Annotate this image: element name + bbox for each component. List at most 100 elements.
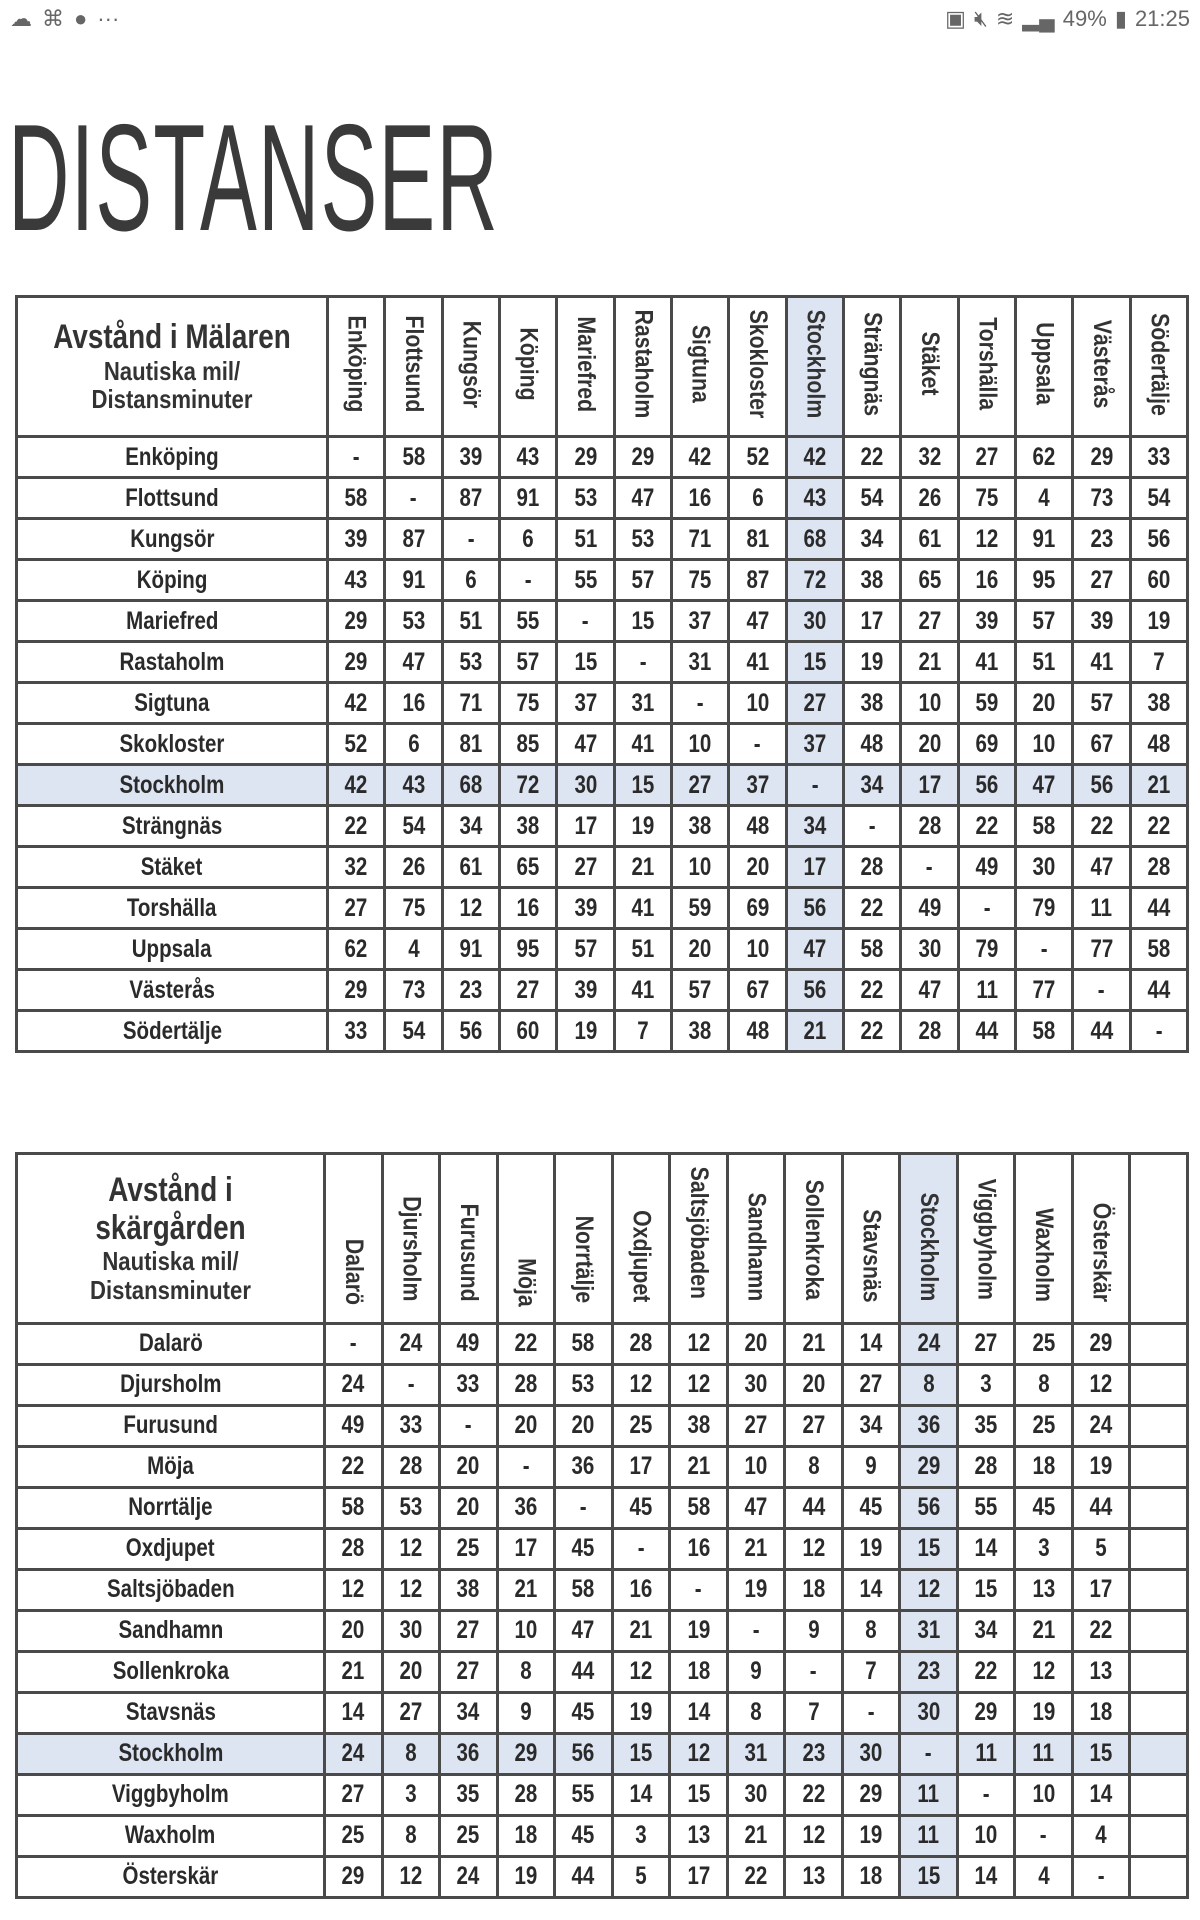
distance-cell: 19 <box>840 1813 902 1858</box>
distance-cell: 55 <box>955 1485 1017 1530</box>
distance-cell: 44 <box>1128 886 1190 930</box>
distance-cell: 14 <box>1070 1772 1132 1817</box>
distance-value: 69 <box>975 729 999 758</box>
column-header: Mariefred <box>555 295 616 438</box>
distance-cell: 24 <box>323 1362 384 1407</box>
distance-cell: 32 <box>325 845 387 889</box>
distance-cell: 34 <box>955 1608 1017 1653</box>
column-header-label: Sollenkroka <box>800 1179 829 1300</box>
distance-value: 34 <box>974 1616 998 1645</box>
battery-icon: ▮ <box>1114 6 1127 31</box>
distance-cell: 57 <box>1071 681 1132 725</box>
distance-value: 47 <box>1032 770 1056 799</box>
row-label: Norrtälje <box>15 1485 326 1530</box>
distance-cell: 21 <box>612 845 673 889</box>
distance-cell: 37 <box>727 763 788 807</box>
distance-value: 11 <box>975 1739 997 1768</box>
distance-cell: 34 <box>438 1690 499 1735</box>
distance-value: 21 <box>631 852 655 881</box>
distance-cell: 21 <box>1128 763 1190 807</box>
distance-cell: 28 <box>1128 845 1190 889</box>
distance-cell: 57 <box>555 927 616 971</box>
row-label: Sandhamn <box>15 1608 326 1653</box>
distance-value: 29 <box>917 1452 940 1481</box>
distance-value: 77 <box>1090 934 1113 963</box>
distance-value: 20 <box>571 1411 595 1440</box>
distance-value: 24 <box>399 1329 423 1358</box>
distance-cell: - <box>840 1690 902 1735</box>
distance-cell: 41 <box>612 722 673 766</box>
distance-value: 41 <box>746 647 769 676</box>
distance-value: 20 <box>514 1411 538 1440</box>
distance-value: 87 <box>459 483 483 512</box>
row-label: Uppsala <box>15 927 329 971</box>
distance-value: 18 <box>802 1575 825 1604</box>
distance-value: 23 <box>459 975 483 1004</box>
row-label-text: Stavsnäs <box>125 1698 216 1727</box>
distance-cell: 33 <box>325 1009 387 1053</box>
distance-cell: 38 <box>438 1567 499 1612</box>
distance-cell: - <box>1070 1854 1132 1899</box>
distance-value: 22 <box>975 811 999 840</box>
distance-value: 15 <box>687 1780 710 1809</box>
distance-cell: 47 <box>784 927 845 971</box>
distance-cell: 8 <box>1013 1362 1074 1407</box>
row-label: Västerås <box>15 968 329 1012</box>
distance-value: 48 <box>1147 729 1171 758</box>
distance-value: 37 <box>688 606 712 635</box>
distance-value: 56 <box>1090 770 1113 799</box>
row-label-text: Skokloster <box>119 729 225 758</box>
column-header-label: Skokloster <box>743 309 772 419</box>
column-header-label: Dalarö <box>339 1238 368 1305</box>
distance-value: 29 <box>859 1780 883 1809</box>
distance-value: 29 <box>631 442 655 471</box>
table-row: Köping 43 91 6 - 55 57 75 87 72 38 65 16 95 27 60 <box>15 558 1190 602</box>
distance-value: 56 <box>803 893 827 922</box>
row-label-text: Sigtuna <box>134 688 210 717</box>
distance-value: 47 <box>803 934 827 963</box>
distance-value: 38 <box>687 1411 710 1440</box>
distance-value: 49 <box>456 1329 480 1358</box>
distance-value: 53 <box>402 606 425 635</box>
distance-value: 8 <box>922 1370 935 1399</box>
row-label: Kungsör <box>15 517 329 561</box>
distance-value: 12 <box>687 1739 710 1768</box>
distance-cell <box>1128 1485 1189 1530</box>
distance-cell: 58 <box>668 1485 729 1530</box>
distance-cell: 29 <box>325 599 387 643</box>
distance-value: 12 <box>629 1370 653 1399</box>
row-label-text: Västerås <box>129 975 215 1004</box>
distance-value: 54 <box>1147 483 1171 512</box>
distance-value: 5 <box>1095 1534 1107 1563</box>
distance-cell: 10 <box>1013 1772 1074 1817</box>
distance-cell <box>1128 1772 1189 1817</box>
distance-value: 6 <box>751 483 764 512</box>
distance-cell: 10 <box>955 1813 1017 1858</box>
distance-cell: 45 <box>553 1690 614 1735</box>
distance-cell: 30 <box>725 1362 787 1407</box>
distance-value: - <box>1040 934 1048 963</box>
distance-cell: 30 <box>898 1690 959 1735</box>
distance-cell: 69 <box>727 886 788 930</box>
distance-cell: 38 <box>841 558 903 602</box>
table-row: Kungsör 39 87 - 6 51 53 71 81 68 34 61 12 91 23 56 <box>15 517 1190 561</box>
distance-value: 18 <box>687 1657 710 1686</box>
distance-value: 29 <box>514 1739 538 1768</box>
distance-value: 10 <box>974 1821 998 1850</box>
distance-cell: 20 <box>1013 681 1075 725</box>
distance-cell: 14 <box>323 1690 384 1735</box>
row-label: Viggbyholm <box>15 1772 326 1817</box>
distance-value: 44 <box>1147 893 1171 922</box>
distance-value: 12 <box>1032 1657 1056 1686</box>
distance-cell: - <box>1013 927 1075 971</box>
column-header-label: Stockholm <box>801 309 830 419</box>
distance-value: 38 <box>688 1016 712 1045</box>
distance-value: 25 <box>456 1821 480 1850</box>
distance-cell: 57 <box>497 640 559 684</box>
table-row: Oxdjupet 28 12 25 17 45 - 16 21 12 19 15 14 3 5 <box>15 1526 1189 1571</box>
distance-cell: 33 <box>438 1362 499 1407</box>
row-label: Dalarö <box>15 1321 326 1366</box>
distance-value: 15 <box>629 1739 653 1768</box>
distance-cell: - <box>725 1608 787 1653</box>
distance-cell: 18 <box>1013 1444 1074 1489</box>
